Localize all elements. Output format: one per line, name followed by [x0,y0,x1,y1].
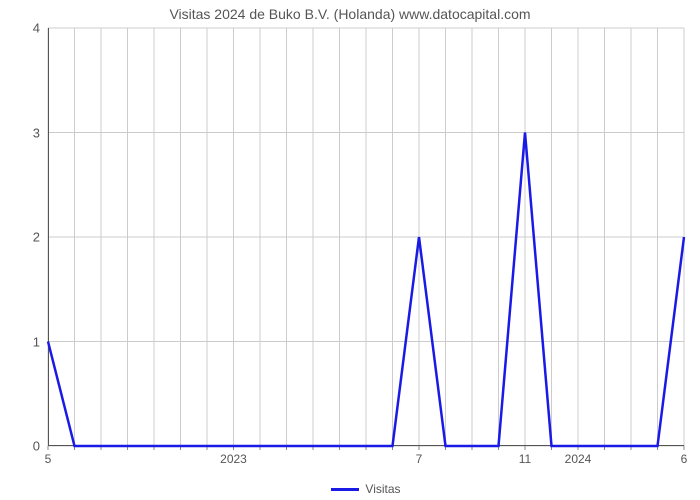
chart-title: Visitas 2024 de Buko B.V. (Holanda) www.… [0,6,700,22]
x-tick-label: 5 [45,452,52,466]
x-tick-label: 11 [519,452,531,466]
y-tick-label: 3 [10,125,40,140]
legend-label: Visitas [365,482,400,496]
y-tick-label: 0 [10,439,40,454]
y-tick-label: 4 [10,21,40,36]
y-tick-label: 2 [10,230,40,245]
x-tick-label: 2024 [565,452,592,466]
visits-chart: Visitas 2024 de Buko B.V. (Holanda) www.… [0,0,700,500]
x-tick-label: 7 [416,452,423,466]
x-tick-label: 2023 [220,452,247,466]
plot-svg [48,28,684,446]
y-tick-label: 1 [10,334,40,349]
legend: Visitas [48,481,684,496]
legend-swatch [331,488,359,491]
plot-area [48,28,684,446]
x-tick-label: 6 [681,452,688,466]
